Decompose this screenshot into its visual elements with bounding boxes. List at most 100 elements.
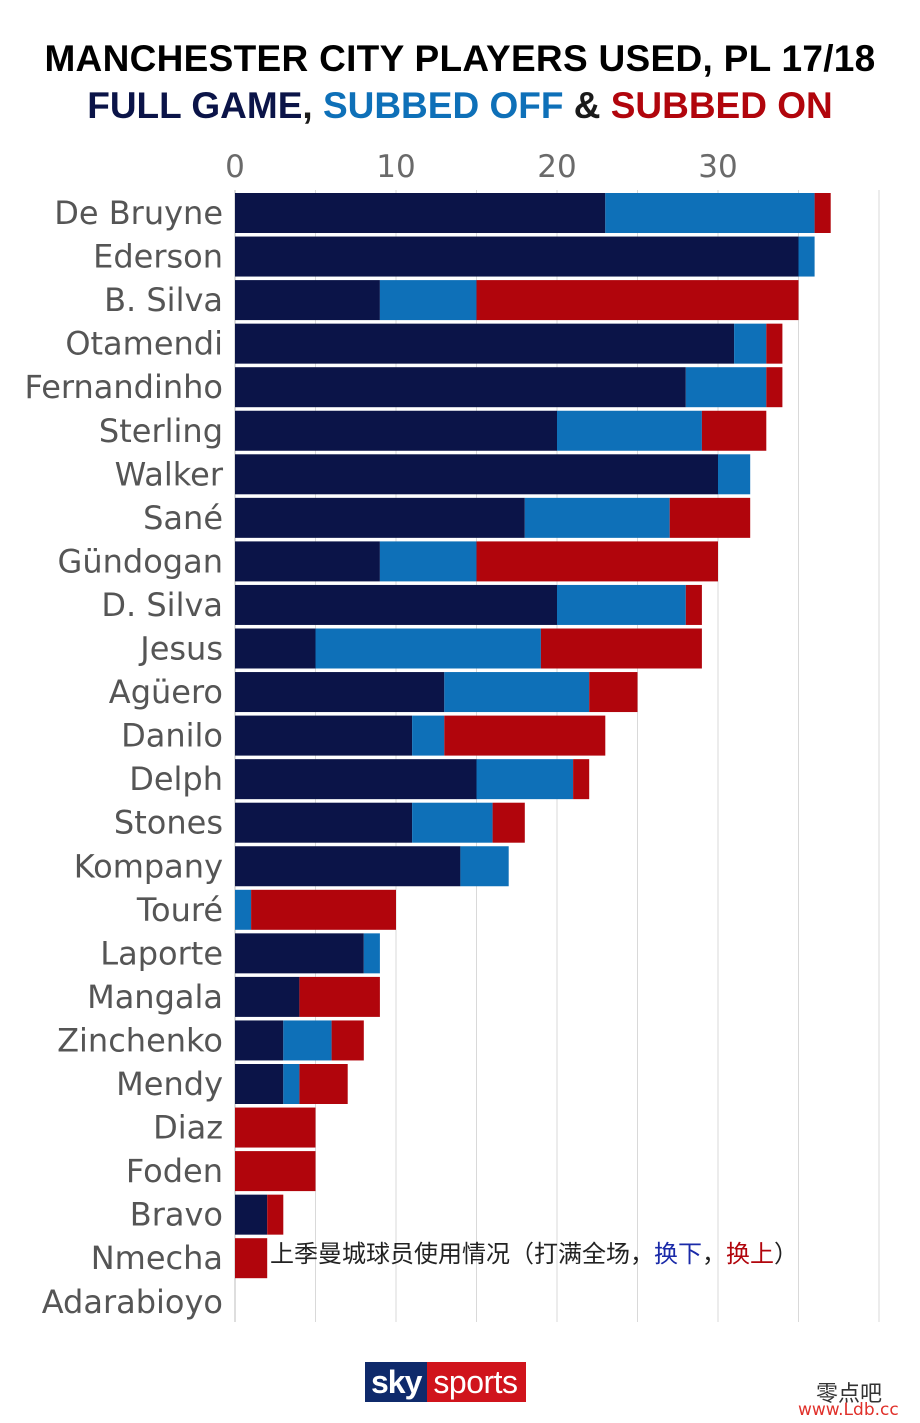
bar-subbed-on bbox=[235, 1238, 268, 1279]
sky-sports-logo: sky sports bbox=[365, 1362, 526, 1402]
bar-subbed-off bbox=[685, 367, 767, 408]
bar-full-game bbox=[235, 584, 557, 625]
player-label: De Bruyne bbox=[54, 194, 223, 232]
bar-subbed-on bbox=[235, 1151, 316, 1192]
bar-subbed-on bbox=[444, 715, 606, 756]
bar-full-game bbox=[235, 454, 718, 495]
bar-full-game bbox=[235, 759, 477, 800]
bar-full-game bbox=[235, 1194, 268, 1235]
player-label: Agüero bbox=[109, 673, 223, 711]
bar-subbed-on bbox=[251, 889, 396, 930]
caption-end: ） bbox=[774, 1240, 798, 1268]
caption-main: 上季曼城球员使用情况（打满全场， bbox=[270, 1240, 654, 1268]
legend-separator: & bbox=[563, 85, 611, 126]
player-label: B. Silva bbox=[104, 281, 223, 319]
bar-subbed-on bbox=[331, 1020, 364, 1061]
bar-full-game bbox=[235, 410, 557, 451]
player-label: Delph bbox=[129, 760, 223, 798]
bar-full-game bbox=[235, 846, 461, 887]
bar-full-game bbox=[235, 802, 413, 843]
player-label: Nmecha bbox=[91, 1239, 223, 1277]
bar-subbed-on bbox=[573, 759, 590, 800]
player-label: Foden bbox=[126, 1152, 223, 1190]
player-label: Otamendi bbox=[65, 325, 223, 363]
bar-subbed-on bbox=[235, 1107, 316, 1148]
bar-full-game bbox=[235, 976, 300, 1017]
caption-sep: ， bbox=[702, 1240, 726, 1268]
bar-full-game bbox=[235, 541, 380, 582]
bar-subbed-off bbox=[557, 584, 686, 625]
player-label: Laporte bbox=[100, 934, 223, 972]
bar-full-game bbox=[235, 672, 445, 713]
player-label: D. Silva bbox=[101, 586, 223, 624]
bar-subbed-on bbox=[299, 1064, 348, 1104]
bar-subbed-on bbox=[766, 323, 783, 364]
x-tick-label: 0 bbox=[225, 149, 245, 185]
player-label: Touré bbox=[136, 891, 223, 929]
legend-subbed-on: SUBBED ON bbox=[610, 85, 833, 126]
bar-subbed-off bbox=[412, 802, 493, 843]
bar-subbed-off bbox=[412, 715, 445, 756]
player-label: Walker bbox=[115, 455, 224, 493]
bar-subbed-on bbox=[299, 976, 380, 1017]
player-label: Sané bbox=[143, 499, 223, 537]
player-label: Danilo bbox=[121, 717, 223, 755]
bar-subbed-off bbox=[476, 759, 574, 800]
bar-subbed-off bbox=[734, 323, 767, 364]
bar-subbed-off bbox=[605, 193, 815, 233]
bar-full-game bbox=[235, 715, 413, 756]
bar-subbed-off bbox=[363, 933, 380, 974]
bar-subbed-on bbox=[589, 672, 638, 713]
player-label: Sterling bbox=[99, 412, 223, 450]
bar-full-game bbox=[235, 933, 364, 974]
player-label: Fernandinho bbox=[25, 368, 223, 406]
player-label: Adarabioyo bbox=[42, 1283, 223, 1321]
bar-subbed-on bbox=[476, 541, 718, 582]
bar-subbed-on bbox=[669, 497, 751, 538]
bar-subbed-off bbox=[283, 1020, 332, 1061]
legend-separator: , bbox=[302, 85, 323, 126]
legend-full-game: FULL GAME bbox=[87, 85, 303, 126]
chinese-caption: 上季曼城球员使用情况（打满全场，换下，换上） bbox=[270, 1234, 798, 1269]
bar-full-game bbox=[235, 628, 316, 669]
bar-subbed-off bbox=[557, 410, 702, 451]
bar-full-game bbox=[235, 1020, 284, 1061]
logo-sports: sports bbox=[427, 1362, 526, 1402]
bar-subbed-off bbox=[444, 672, 590, 713]
chart-subtitle: FULL GAME, SUBBED OFF & SUBBED ON bbox=[0, 85, 920, 127]
player-label: Mendy bbox=[116, 1065, 223, 1103]
player-label: Diaz bbox=[153, 1109, 223, 1147]
bar-subbed-off bbox=[460, 846, 509, 887]
bar-full-game bbox=[235, 497, 525, 538]
bar-subbed-off bbox=[283, 1064, 300, 1104]
bar-subbed-off bbox=[379, 280, 477, 321]
bar-full-game bbox=[235, 280, 380, 321]
bar-full-game bbox=[235, 1064, 284, 1104]
caption-subbed-on: 换上 bbox=[726, 1240, 774, 1268]
watermark-name: 零点吧 bbox=[816, 1382, 883, 1407]
bar-subbed-on bbox=[540, 628, 702, 669]
player-label: Kompany bbox=[74, 847, 223, 885]
bar-subbed-off bbox=[235, 889, 252, 930]
logo-sky: sky bbox=[365, 1362, 428, 1402]
bar-subbed-on bbox=[814, 193, 831, 233]
player-label: Bravo bbox=[130, 1196, 223, 1234]
watermark-url: www.Ldb.cc bbox=[798, 1400, 899, 1420]
bar-subbed-on bbox=[701, 410, 767, 451]
bar-full-game bbox=[235, 193, 606, 233]
bar-subbed-on bbox=[766, 367, 783, 408]
bar-subbed-on bbox=[476, 280, 799, 321]
x-tick-label: 20 bbox=[537, 149, 576, 185]
player-label: Gündogan bbox=[58, 542, 223, 580]
bar-subbed-off bbox=[798, 236, 815, 277]
caption-subbed-off: 换下 bbox=[654, 1240, 702, 1268]
player-label: Jesus bbox=[138, 630, 223, 668]
bar-subbed-on bbox=[267, 1194, 284, 1235]
player-label: Zinchenko bbox=[57, 1021, 223, 1059]
legend-subbed-off: SUBBED OFF bbox=[322, 85, 564, 126]
bar-subbed-off bbox=[315, 628, 541, 669]
bar-subbed-off bbox=[524, 497, 670, 538]
x-tick-label: 10 bbox=[376, 149, 415, 185]
bar-subbed-on bbox=[685, 584, 702, 625]
